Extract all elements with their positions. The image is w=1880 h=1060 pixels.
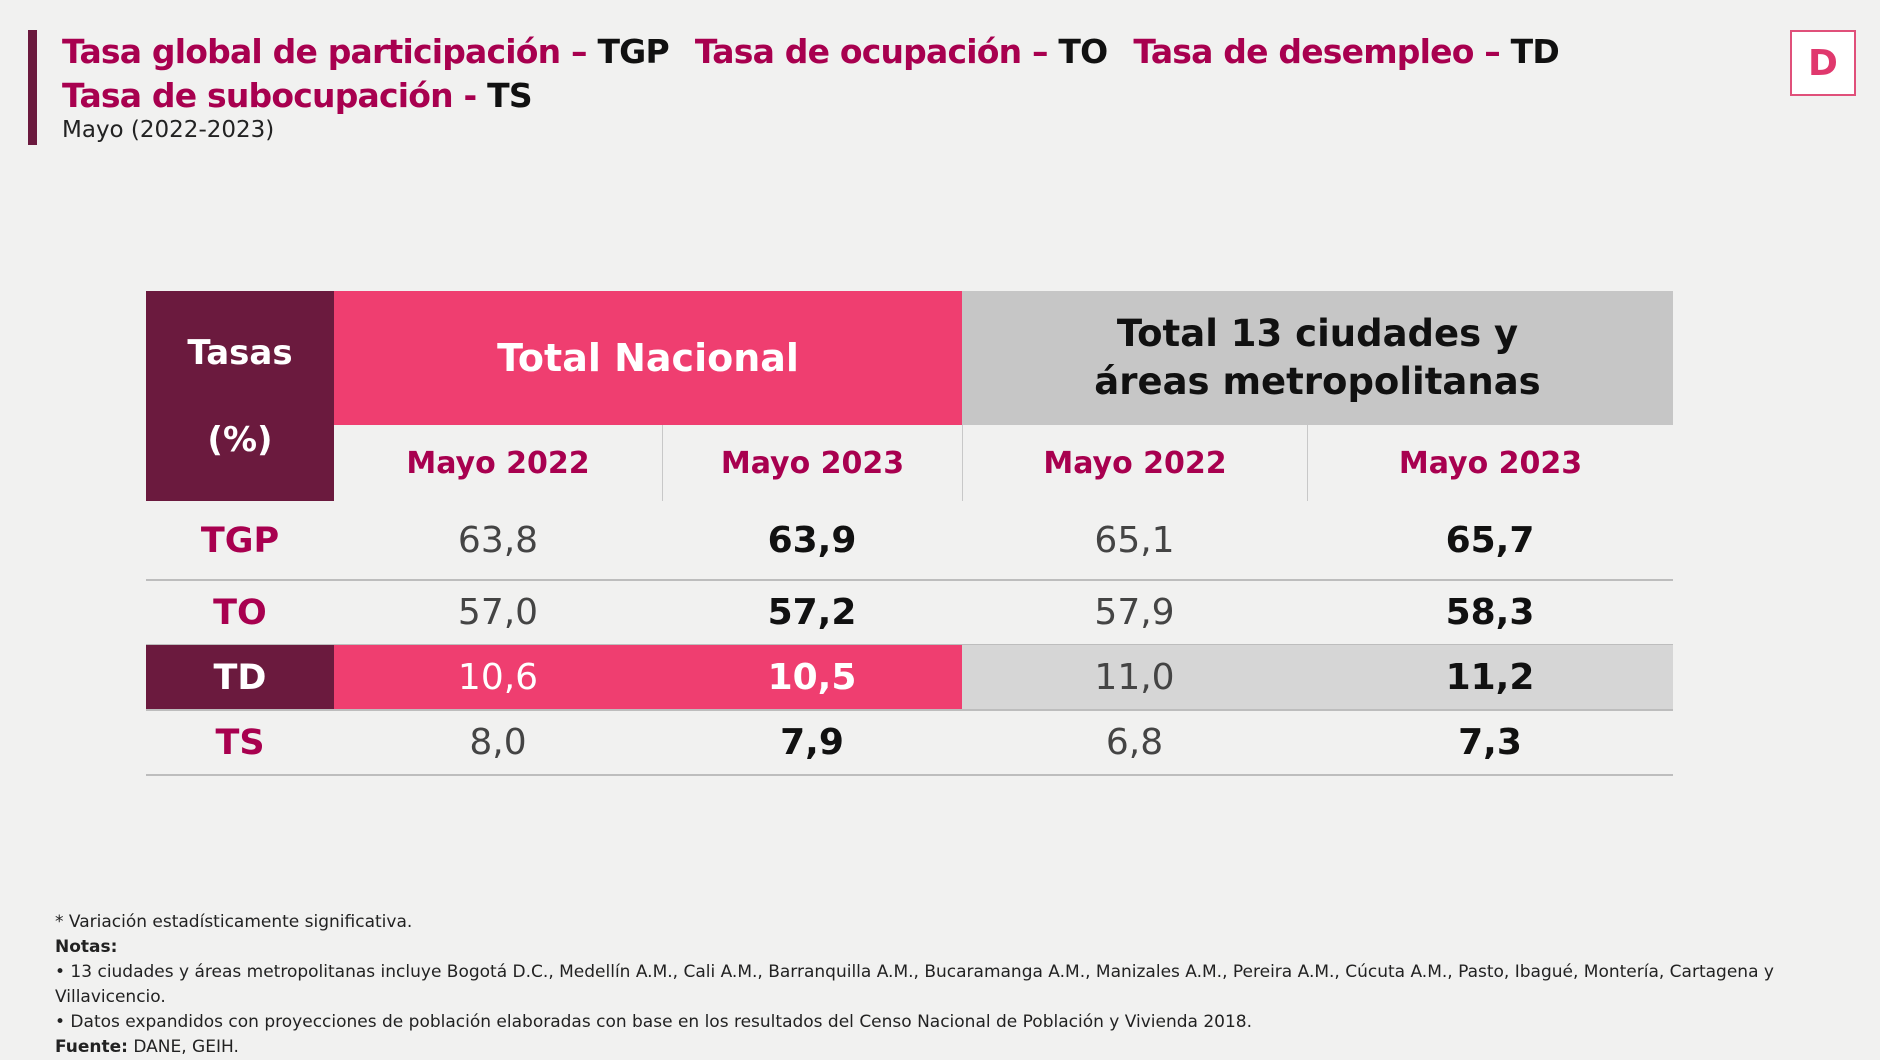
title-to-label: Tasa de ocupación – [694,32,1059,71]
table-cell: 63,9 [767,520,857,561]
corner-header: Tasas (%) [146,291,334,501]
table-cell: 58,3 [1445,592,1535,633]
table-cell: 11,0 [1094,657,1175,698]
row-highlight [962,645,1673,710]
row-highlight [146,645,334,710]
table-cell: 10,6 [457,657,539,698]
table-cell: 7,9 [780,722,844,763]
table-cell: 6,8 [1105,722,1164,763]
table-cell: 11,2 [1445,657,1535,698]
notes-label: Notas: [55,937,118,957]
table-cell: 57,0 [457,592,539,633]
note-data: • Datos expandidos con proyecciones de p… [55,1012,1253,1032]
row-label: TO [213,592,267,633]
row-highlight [334,645,962,710]
table-cell: 63,8 [457,520,539,561]
row-label: TS [215,722,265,763]
row-divider [146,709,1673,711]
group-header-national: Total Nacional [334,291,962,425]
source-line: Fuente: DANE, GEIH. [55,1035,1880,1060]
subheader: Mayo 2023 [662,425,962,501]
table-cell: 65,1 [1094,520,1175,561]
table-cell: 57,9 [1094,592,1175,633]
source-label: Fuente: [55,1037,128,1057]
subheader: Mayo 2023 [1307,425,1673,501]
table-cell: 57,2 [767,592,857,633]
table-cell: 8,0 [469,722,527,763]
page-title: Tasa global de participación – TGP Tasa d… [62,30,1560,118]
table-cell: 7,3 [1458,722,1522,763]
title-tgp-abbr: TGP [597,32,669,71]
title-td-abbr: TD [1510,32,1560,71]
source-text: DANE, GEIH. [127,1037,239,1057]
title-to-abbr: TO [1058,32,1108,71]
title-ts-label: Tasa de subocupación - [62,76,488,115]
table-cell: 10,5 [767,657,857,698]
subheader: Mayo 2022 [406,445,590,481]
row-label: TD [213,657,267,698]
subheader: Mayo 2022 [962,425,1307,501]
note-cities: • 13 ciudades y áreas metropolitanas inc… [55,962,1774,1007]
table-cell: 65,7 [1445,520,1535,561]
row-divider [146,774,1673,776]
title-ts-abbr: TS [487,76,532,115]
row-divider [146,579,1673,581]
accent-bar [28,30,37,145]
corner-bottom: (%) [207,419,273,460]
footer-notes: * Variación estadísticamente significati… [55,910,1880,1060]
page-subtitle: Mayo (2022-2023) [62,117,275,143]
dane-logo-icon: D [1790,30,1856,96]
corner-top: Tasas [187,332,293,373]
title-td-label: Tasa de desempleo – [1133,32,1511,71]
significance-note: * Variación estadísticamente significati… [55,912,413,932]
group-header-13-cities: Total 13 ciudades y áreas metropolitanas [962,291,1673,425]
row-label: TGP [200,520,280,561]
title-tgp-label: Tasa global de participación – [62,32,598,71]
